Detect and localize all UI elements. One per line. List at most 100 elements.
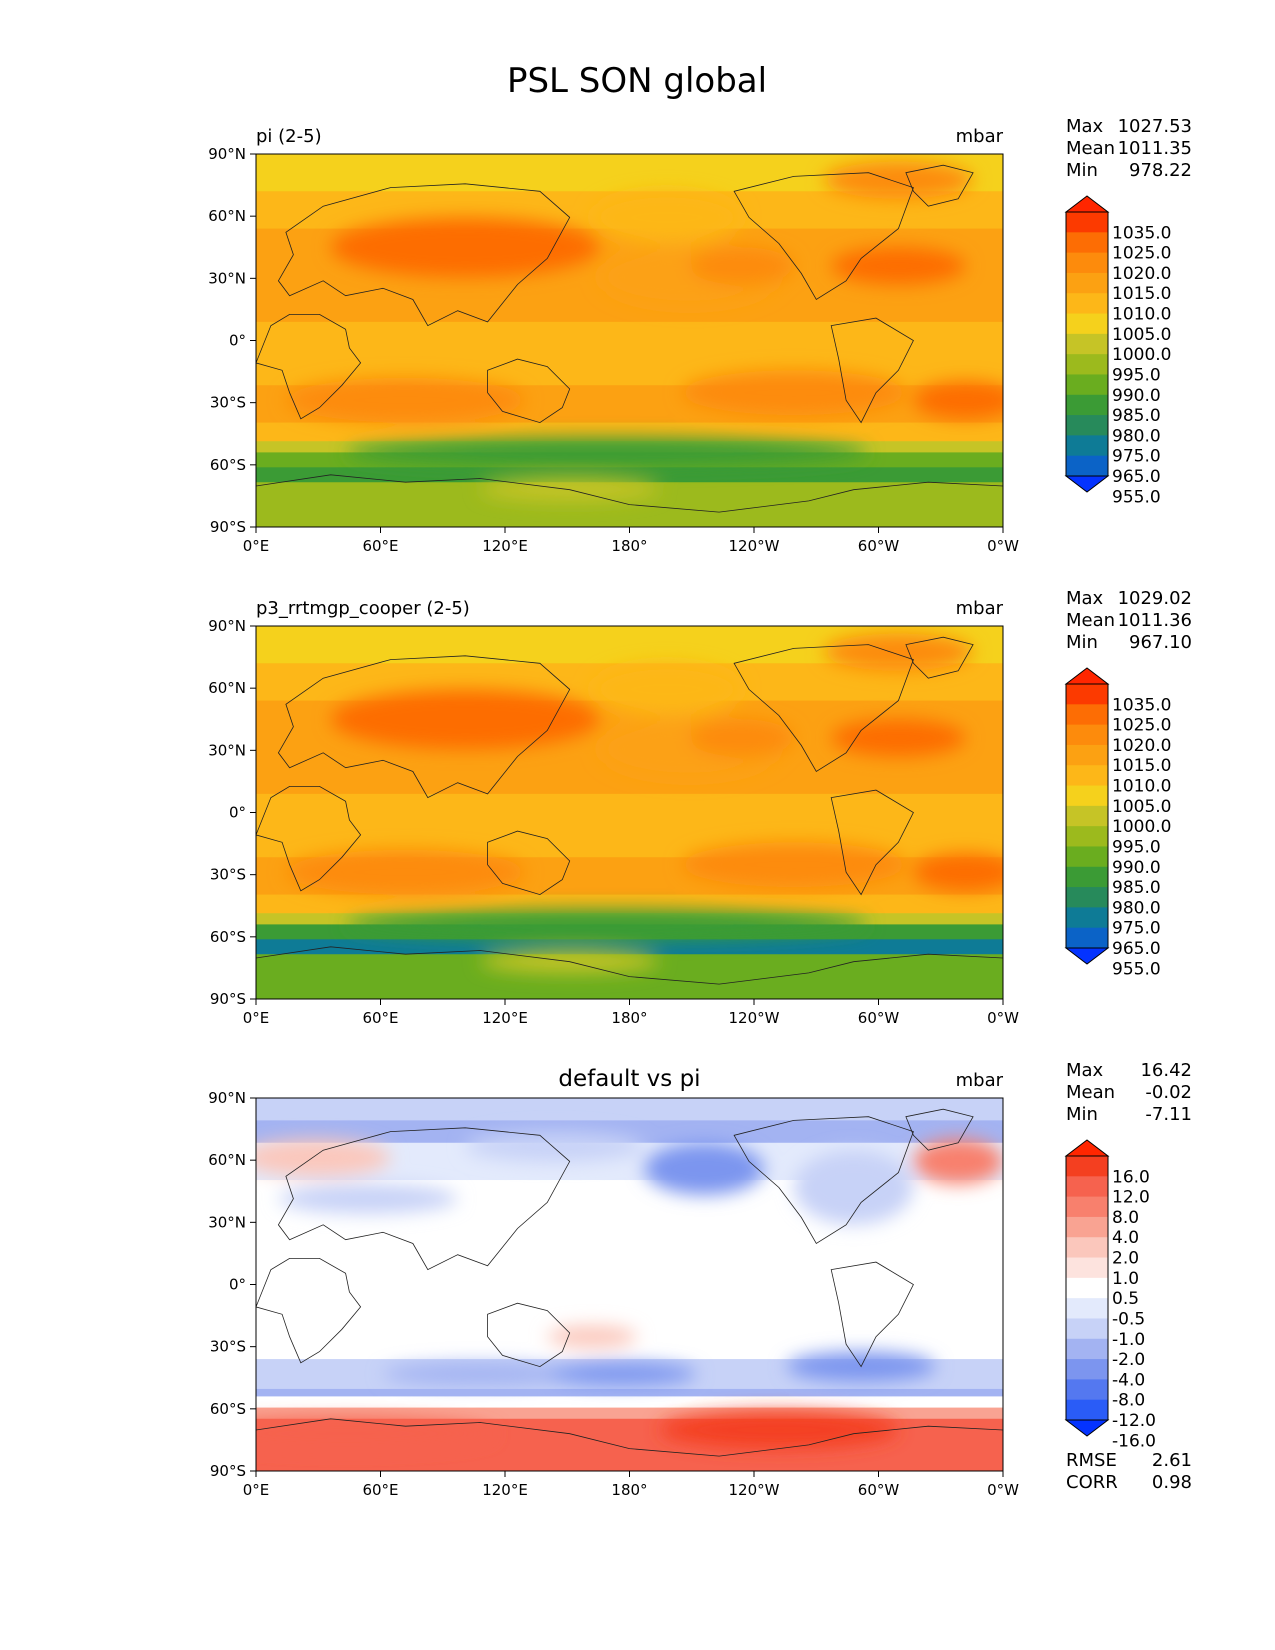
stat-value: -0.02	[1145, 1082, 1192, 1103]
colorbar-tick-label: 965.0	[1112, 467, 1161, 487]
lat-tick-label: 30°S	[210, 866, 246, 884]
units-label: mbar	[956, 1070, 1004, 1091]
stat-label: Mean	[1066, 1082, 1115, 1103]
lat-tick-label: 90°N	[208, 1089, 246, 1107]
colorbar-tick-label: 2.0	[1112, 1249, 1139, 1269]
colorbar-tick-label: -8.0	[1112, 1391, 1145, 1411]
stat-label: Mean	[1066, 610, 1115, 631]
lon-tick-label: 120°E	[482, 1481, 528, 1499]
lon-tick-label: 120°W	[729, 1481, 780, 1499]
stat-label: Max	[1066, 1060, 1104, 1081]
stat-value: 967.10	[1129, 632, 1192, 653]
lat-tick-label: 60°N	[208, 679, 246, 697]
panel-title: default vs pi	[558, 1066, 700, 1092]
stat-label: CORR	[1066, 1472, 1118, 1493]
stat-value: 0.98	[1152, 1472, 1192, 1493]
lat-tick-label: 60°S	[210, 1400, 246, 1418]
colorbar-tick-label: -4.0	[1112, 1370, 1145, 1390]
stat-label: Min	[1066, 1104, 1098, 1125]
map-panel: 90°N 60°N 30°N 0° 30°S 60°S 90°S0°E 60°E 120°E 18…	[208, 116, 1192, 555]
lat-tick-label: 30°N	[208, 269, 246, 287]
map-panel: 90°N 60°N 30°N 0° 30°S 60°S 90°S0°E 60°E 120°E 18…	[208, 588, 1192, 1027]
lon-tick-label: 60°W	[858, 537, 900, 555]
lon-tick-label: 180°	[611, 1009, 647, 1027]
colorbar: 1035.01025.01020.01015.01010.01005.01000…	[1064, 667, 1171, 979]
lon-tick-label: 60°W	[858, 1009, 900, 1027]
lon-tick-label: 120°E	[482, 537, 528, 555]
lon-tick-label: 120°W	[729, 1009, 780, 1027]
colorbar-tick-label: 955.0	[1112, 487, 1161, 507]
stat-value: 2.61	[1152, 1450, 1192, 1471]
colorbar-tick-label: 4.0	[1112, 1228, 1139, 1248]
colorbar-tick-label: 1010.0	[1112, 305, 1171, 325]
lon-tick-label: 120°E	[482, 1009, 528, 1027]
colorbar-tick-label: 980.0	[1112, 898, 1161, 918]
colorbar-tick-label: -0.5	[1112, 1309, 1145, 1329]
colorbar-tick-label: -16.0	[1112, 1431, 1156, 1451]
stat-label: RMSE	[1066, 1450, 1117, 1471]
stat-value: 978.22	[1129, 160, 1192, 181]
colorbar-tick-label: 1020.0	[1112, 736, 1171, 756]
lon-tick-label: 180°	[611, 537, 647, 555]
stat-label: Max	[1066, 116, 1104, 137]
lat-tick-label: 90°N	[208, 145, 246, 163]
colorbar: 16.012.08.04.02.01.00.5-0.5-1.0-2.0-4.0-…	[1064, 1139, 1156, 1451]
colorbar-tick-label: 8.0	[1112, 1208, 1139, 1228]
lon-tick-label: 0°W	[987, 1009, 1019, 1027]
lon-tick-label: 120°W	[729, 537, 780, 555]
colorbar-tick-label: 1000.0	[1112, 817, 1171, 837]
stat-value: 16.42	[1140, 1060, 1192, 1081]
lat-tick-label: 0°	[229, 804, 246, 822]
colorbar-tick-label: 1025.0	[1112, 716, 1171, 736]
lon-tick-label: 0°W	[987, 537, 1019, 555]
stat-value: 1011.36	[1118, 610, 1192, 631]
colorbar-tick-label: 0.5	[1112, 1289, 1139, 1309]
lat-tick-label: 0°	[229, 332, 246, 350]
lat-tick-label: 90°S	[210, 990, 246, 1008]
lon-tick-label: 60°E	[362, 1481, 398, 1499]
lon-tick-label: 60°W	[858, 1481, 900, 1499]
lon-tick-label: 180°	[611, 1481, 647, 1499]
lat-tick-label: 90°S	[210, 1462, 246, 1480]
colorbar-tick-label: 1005.0	[1112, 325, 1171, 345]
stat-label: Mean	[1066, 138, 1115, 159]
units-label: mbar	[956, 598, 1004, 619]
colorbar-tick-label: 975.0	[1112, 919, 1161, 939]
colorbar-tick-label: 990.0	[1112, 386, 1161, 406]
lat-tick-label: 30°S	[210, 394, 246, 412]
figure-title: PSL SON global	[507, 61, 767, 101]
lon-tick-label: 0°E	[243, 1009, 270, 1027]
coastlines	[256, 636, 1003, 999]
lat-tick-label: 30°N	[208, 1213, 246, 1231]
colorbar-tick-label: 1.0	[1112, 1269, 1139, 1289]
colorbar-tick-label: -2.0	[1112, 1350, 1145, 1370]
lon-tick-label: 0°W	[987, 1481, 1019, 1499]
colorbar-tick-label: 995.0	[1112, 837, 1161, 857]
panel-title: pi (2-5)	[256, 126, 322, 147]
lon-tick-label: 0°E	[243, 537, 270, 555]
colorbar-tick-label: 975.0	[1112, 447, 1161, 467]
stat-label: Min	[1066, 160, 1098, 181]
map-field	[256, 626, 1003, 999]
coastlines	[256, 1108, 1003, 1471]
stat-value: 1029.02	[1118, 588, 1192, 609]
colorbar-tick-label: -12.0	[1112, 1411, 1156, 1431]
colorbar-tick-label: 980.0	[1112, 426, 1161, 446]
colorbar-tick-label: 985.0	[1112, 406, 1161, 426]
colorbar-tick-label: 985.0	[1112, 878, 1161, 898]
colorbar-tick-label: 1005.0	[1112, 797, 1171, 817]
map-field	[256, 154, 1003, 527]
stat-value: -7.11	[1145, 1104, 1192, 1125]
stat-value: 1027.53	[1118, 116, 1192, 137]
colorbar-tick-label: 990.0	[1112, 858, 1161, 878]
lon-tick-label: 0°E	[243, 1481, 270, 1499]
colorbar-tick-label: 16.0	[1112, 1167, 1150, 1187]
lat-tick-label: 90°S	[210, 518, 246, 536]
colorbar-tick-label: 995.0	[1112, 365, 1161, 385]
stat-label: Max	[1066, 588, 1104, 609]
colorbar-tick-label: 1010.0	[1112, 777, 1171, 797]
lon-tick-label: 60°E	[362, 1009, 398, 1027]
colorbar-tick-label: 1015.0	[1112, 284, 1171, 304]
colorbar-tick-label: 1035.0	[1112, 695, 1171, 715]
